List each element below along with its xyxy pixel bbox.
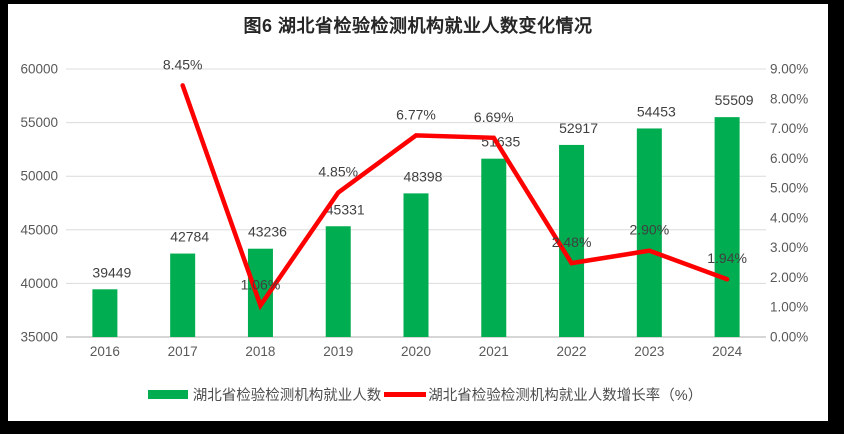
right-axis-tick-label: 4.00%: [770, 210, 808, 225]
right-axis-tick-label: 1.00%: [770, 300, 808, 315]
right-axis-tick-label: 2.00%: [770, 270, 808, 285]
right-axis-tick-label: 8.00%: [770, 91, 808, 106]
line-point-label: 2.90%: [629, 222, 669, 238]
line-point-label: 1.94%: [707, 250, 747, 266]
right-axis-tick-label: 0.00%: [770, 330, 808, 345]
left-axis-tick-label: 60000: [20, 62, 58, 77]
right-axis-tick-label: 7.00%: [770, 121, 808, 136]
x-axis-label: 2022: [557, 344, 587, 359]
growth-rate-line: [180, 83, 730, 311]
bar-value-label: 48398: [404, 168, 443, 184]
bar-value-label: 52917: [559, 120, 598, 136]
bar-2023: [636, 128, 662, 337]
x-axis-label: 2016: [90, 344, 120, 359]
left-axis-tick-label: 35000: [20, 330, 58, 345]
x-axis-label: 2020: [401, 344, 431, 359]
legend-bar-label: 湖北省检验检测机构就业人数: [192, 388, 382, 404]
line-point-label: 6.77%: [396, 106, 436, 122]
left-axis-tick-label: 55000: [20, 115, 58, 130]
right-axis-tick-label: 6.00%: [770, 151, 808, 166]
bar-2019: [325, 226, 351, 337]
bar-2016: [92, 289, 118, 337]
bar-value-label: 55509: [715, 92, 754, 108]
chart-title: 图6 湖北省检验检测机构就业人数变化情况: [243, 16, 593, 36]
x-axis-label: 2019: [323, 344, 353, 359]
right-axis-tick-label: 3.00%: [770, 240, 808, 255]
line-point-label: 6.69%: [474, 109, 514, 125]
x-axis-label: 2018: [245, 344, 275, 359]
bar-value-label: 39449: [92, 264, 131, 280]
line-point-label: 1.06%: [241, 276, 281, 292]
bar-2017: [170, 253, 196, 337]
line-point-label: 8.45%: [163, 56, 203, 72]
left-axis-tick-label: 50000: [20, 169, 58, 184]
bar-2022: [559, 144, 585, 337]
left-axis-tick-label: 40000: [20, 276, 58, 291]
right-axis-tick-label: 5.00%: [770, 181, 808, 196]
chart-legend: 湖北省检验检测机构就业人数 湖北省检验检测机构就业人数增长率（%）: [8, 384, 828, 405]
legend-bar-swatch: [147, 390, 188, 399]
x-axis-label: 2017: [168, 344, 198, 359]
legend-line-swatch: [384, 392, 427, 397]
bar-value-label: 45331: [326, 201, 365, 217]
line-point-label: 2.48%: [552, 234, 592, 250]
right-axis-tick-label: 9.00%: [770, 62, 808, 77]
bar-2021: [481, 158, 507, 337]
x-axis-label: 2021: [479, 344, 509, 359]
bar-2024: [714, 117, 740, 337]
chart-canvas: 图6 湖北省检验检测机构就业人数变化情况 60000 55000 50000 4500…: [8, 4, 828, 421]
bar-2020: [403, 193, 429, 337]
x-axis-label: 2024: [712, 344, 743, 359]
bar-value-label: 54453: [637, 103, 676, 119]
bar-value-label: 42784: [170, 229, 209, 245]
legend-line-label: 湖北省检验检测机构就业人数增长率（%）: [428, 388, 703, 404]
left-axis-tick-label: 45000: [20, 222, 58, 237]
bar-value-label: 43236: [248, 224, 287, 240]
chart-plot-area: 60000 55000 50000 45000 40000 35000 9.00% 8.00%…: [20, 56, 808, 359]
line-point-label: 4.85%: [318, 164, 358, 180]
x-axis-label: 2023: [634, 344, 664, 359]
